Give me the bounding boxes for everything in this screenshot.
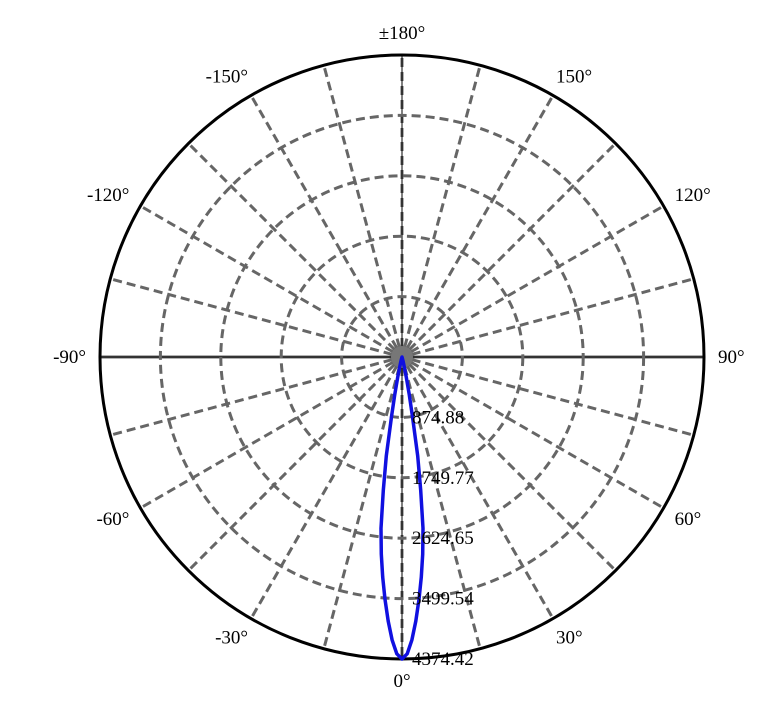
angle-tick-label: -120° (87, 185, 129, 206)
radial-gridring (279, 234, 525, 480)
angle-gridline (187, 142, 396, 351)
angle-gridline (408, 142, 617, 351)
radial-gridring (158, 113, 646, 601)
radial-tick-label: 3499.54 (412, 589, 474, 610)
angle-gridline (322, 64, 401, 348)
radial-tick-label: 4374.42 (412, 649, 474, 670)
angle-tick-label: 0° (393, 671, 410, 692)
angle-gridline (322, 366, 401, 650)
angle-gridline (249, 364, 399, 620)
angle-tick-label: ±180° (379, 23, 426, 44)
angle-tick-label: 30° (556, 628, 583, 649)
angle-tick-label: -60° (96, 509, 129, 530)
angle-gridline (405, 94, 555, 350)
angle-gridline (409, 204, 665, 354)
grid (98, 53, 706, 661)
angle-gridline (403, 366, 482, 650)
angle-gridline (109, 277, 393, 356)
angle-tick-label: -30° (215, 628, 248, 649)
angle-tick-label: 60° (675, 509, 702, 530)
angle-gridline (187, 363, 396, 572)
angle-gridline (409, 360, 665, 510)
radial-tick-label: 2624.65 (412, 528, 474, 549)
intensity-curve (379, 355, 425, 661)
angle-gridline (139, 204, 395, 354)
angle-tick-label: -90° (53, 347, 86, 368)
angle-gridline (405, 364, 555, 620)
series-layer (379, 355, 425, 661)
angle-gridline (408, 363, 617, 572)
angle-gridline (403, 64, 482, 348)
radial-gridring (219, 174, 585, 540)
radial-tick-label: 1749.77 (412, 468, 474, 489)
angle-tick-label: 150° (556, 66, 592, 87)
angle-tick-label: 120° (675, 185, 711, 206)
angle-tick-label: -150° (206, 66, 248, 87)
angle-gridline (411, 277, 695, 356)
angle-tick-label: 90° (718, 347, 745, 368)
radial-gridring (340, 295, 464, 419)
labels-layer: 874.88 1749.77 2624.65 3499.54 4374.420° 30° 6… (53, 23, 745, 692)
angle-gridline (249, 94, 399, 350)
angle-gridline (109, 358, 393, 437)
angle-gridline (139, 360, 395, 510)
angle-gridline (411, 358, 695, 437)
radial-tick-label: 874.88 (412, 407, 464, 428)
